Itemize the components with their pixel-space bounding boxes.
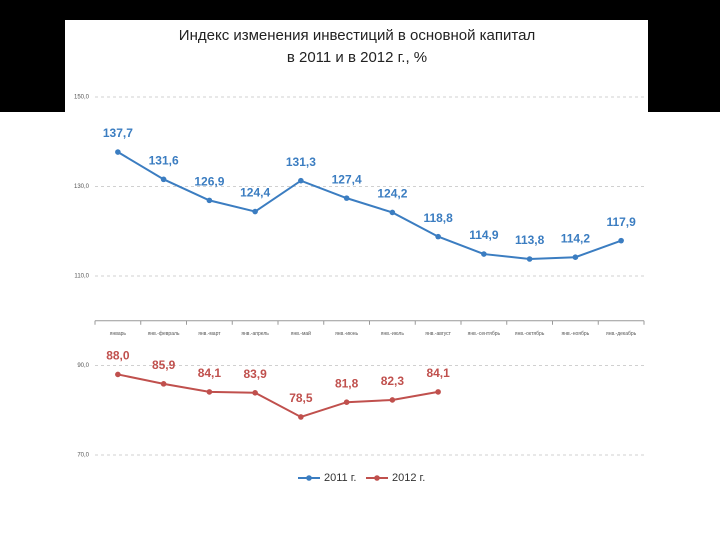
data-point [481,251,487,257]
x-tick-label: янв.-ноябрь [562,331,590,337]
data-label: 113,8 [515,233,545,247]
data-label: 114,2 [561,231,591,245]
data-label: 114,9 [469,228,499,242]
data-point [618,237,624,244]
data-point [435,233,441,240]
data-point [343,195,350,201]
legend-label: 2011 г. [324,472,356,484]
data-label: 117,9 [606,215,636,229]
legend-marker [306,475,312,481]
data-point [526,256,533,262]
y-tick-label: 70,0 [77,453,89,459]
x-tick-label: янв.-октябрь [515,331,545,337]
data-label: 131,6 [149,154,179,168]
x-tick-label: янв.-декабрь [606,331,637,337]
data-label: 88,0 [106,349,130,363]
x-tick-label: январь [110,331,127,337]
data-point [435,389,441,395]
legend-marker [374,475,380,481]
data-point [298,414,304,420]
x-tick-label: янв.-август [425,331,451,337]
y-tick-label: 110,0 [74,274,89,280]
data-label: 131,3 [286,155,316,169]
chart-area [65,20,648,500]
data-label: 78,5 [289,391,313,405]
data-label: 126,9 [194,175,224,189]
data-point [572,254,579,261]
data-point [252,208,258,215]
series-line [117,151,622,260]
chart-title: в 2011 и в 2012 г., % [287,49,427,66]
data-point [389,397,396,403]
legend-label: 2012 г. [392,472,425,484]
x-tick-label: янв.-сентябрь [468,331,501,337]
data-point [206,389,213,395]
x-tick-label: янв.-февраль [148,331,180,337]
data-point [115,149,121,155]
y-tick-label: 150,0 [74,95,90,101]
data-label: 137,7 [103,126,133,140]
y-tick-label: 130,0 [74,184,90,190]
data-point [160,176,167,183]
series-line [117,373,439,419]
data-point [206,197,213,204]
data-label: 82,3 [381,374,405,388]
x-tick-label: янв.-июнь [335,331,358,337]
data-label: 124,2 [377,187,407,201]
x-tick-label: янв.-март [198,331,221,337]
data-point [160,381,167,387]
data-label: 83,9 [243,367,267,381]
data-label: 85,9 [152,358,176,372]
data-label: 124,4 [240,186,270,200]
chart-title: Индекс изменения инвестиций в основной к… [179,27,535,44]
data-point [389,209,396,216]
x-tick-label: янв.-июль [381,331,405,337]
data-label: 127,4 [332,172,362,186]
x-tick-label: янв.-май [291,330,311,337]
data-label: 84,1 [426,366,450,380]
y-tick-label: 90,0 [77,363,89,369]
x-tick-label: янв.-апрель [241,331,269,337]
data-point [115,371,121,378]
data-label: 118,8 [423,211,453,225]
data-point [343,399,350,405]
data-label: 81,8 [335,376,359,390]
data-point [252,389,258,396]
data-point [298,177,304,184]
data-label: 84,1 [198,366,222,380]
